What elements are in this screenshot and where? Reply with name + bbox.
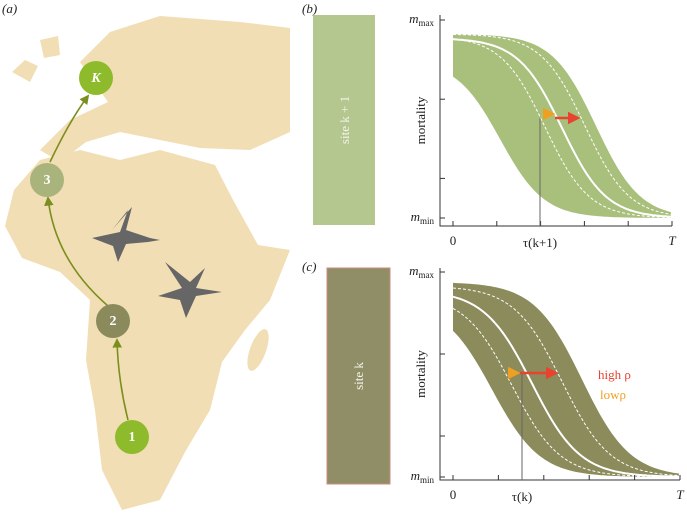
map [5,16,290,510]
legend-low: lowρ [600,387,626,402]
site-bar [326,267,391,485]
x-tick-label: 0 [450,233,457,248]
node [79,61,113,95]
y-axis-label: mortality [413,350,428,398]
route-arrow [112,338,129,421]
legend-high: high ρ [598,367,631,382]
birds [92,207,222,318]
bound-curve [452,287,680,477]
mean-curve [452,295,679,478]
x-tick-label: T [676,487,684,502]
y-tick-label: mmax [409,263,434,280]
europe [40,16,290,162]
bound-curve [452,38,671,218]
x-tick-label: T [668,233,676,248]
marker-label: τ(k+1) [523,235,557,250]
bird [92,207,160,262]
mean-curve [452,38,672,218]
subscript: min [420,475,435,485]
node-label: K [90,71,102,86]
marker-label: τ(k) [512,489,532,504]
bound-curve [453,34,672,215]
symbol: m [409,11,418,26]
node [96,304,130,338]
node-label: 2 [110,314,117,329]
route [44,94,129,421]
node [115,420,149,454]
mortality-band [453,282,679,477]
subscript: max [419,18,435,28]
node-label: 3 [44,173,51,188]
site-label: site k + 1 [337,96,352,144]
y-tick-label: mmax [409,11,434,28]
panel-label: (b) [302,1,317,16]
bound-curve [452,307,679,478]
symbol: m [411,209,420,224]
symbol: m [411,468,420,483]
y-axis-label: mortality [413,96,428,144]
subscript: max [419,270,435,280]
bird [158,262,222,318]
island [40,36,60,58]
africa [5,150,290,510]
route-arrow [49,94,90,163]
axes [439,268,680,481]
axes [439,15,672,227]
nodes: K 3 2 1 [30,61,149,454]
symbol: m [409,263,418,278]
island [12,60,38,82]
y-tick-label: mmin [411,468,435,485]
route-arrow [44,196,109,307]
panel-label: (a) [2,1,17,16]
panel-label: (c) [302,259,316,274]
y-tick-label: mmin [411,209,435,226]
site-bar [313,15,375,225]
node [30,163,64,197]
node-label: 1 [129,430,136,445]
x-tick-label: 0 [450,487,457,502]
site-label: site k [351,362,366,390]
subscript: min [420,216,435,226]
madagascar [247,329,269,371]
